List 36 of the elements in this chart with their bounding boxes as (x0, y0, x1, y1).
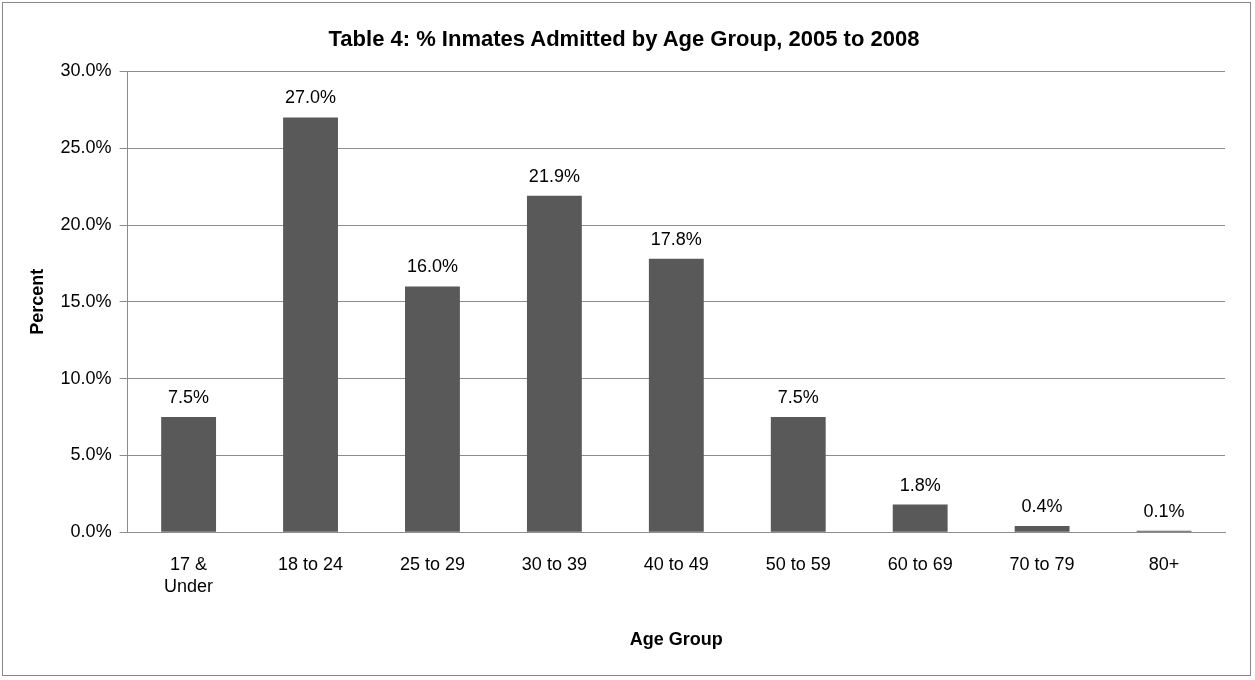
y-tick-label: 10.0% (60, 367, 112, 388)
y-tick-label: 0.0% (70, 521, 112, 542)
chart-title: Table 4: % Inmates Admitted by Age Group, 2005 to 2008 (328, 26, 920, 52)
data-label: 1.8% (899, 474, 941, 495)
data-label: 27.0% (285, 87, 337, 108)
x-tick-label: 60 to 69 (887, 553, 953, 574)
x-tick-label: 80+ (1148, 553, 1180, 574)
data-label: 7.5% (168, 386, 210, 407)
data-label: 17.8% (650, 228, 702, 249)
data-label: 21.9% (528, 165, 580, 186)
y-tick-label: 20.0% (60, 213, 112, 234)
bar (892, 504, 948, 532)
bar (526, 195, 582, 532)
bar (770, 417, 826, 532)
data-label: 7.5% (777, 386, 819, 407)
y-tick-label: 30.0% (60, 60, 112, 81)
x-tick-label: 50 to 59 (765, 553, 831, 574)
bar (283, 117, 338, 532)
y-tick-label: 15.0% (60, 290, 112, 311)
bar (1014, 526, 1070, 532)
x-tick-label: 18 to 24 (278, 553, 344, 574)
data-label: 0.1% (1143, 500, 1185, 521)
data-label: 16.0% (406, 256, 458, 277)
bar (161, 417, 217, 532)
x-axis-title: Age Group (629, 629, 723, 650)
x-tick-label: 40 to 49 (643, 553, 709, 574)
data-label: 0.4% (1021, 496, 1063, 517)
bar (648, 258, 704, 532)
y-tick-label: 25.0% (60, 137, 112, 158)
x-tick-label: 25 to 29 (399, 553, 465, 574)
x-tick-label: 30 to 39 (521, 553, 587, 574)
y-axis-title: Percent (26, 268, 47, 335)
y-tick-label: 5.0% (70, 444, 112, 465)
x-tick-label: 70 to 79 (1009, 553, 1075, 574)
bar (405, 286, 460, 532)
x-tick-label: 17 & Under (164, 553, 214, 596)
